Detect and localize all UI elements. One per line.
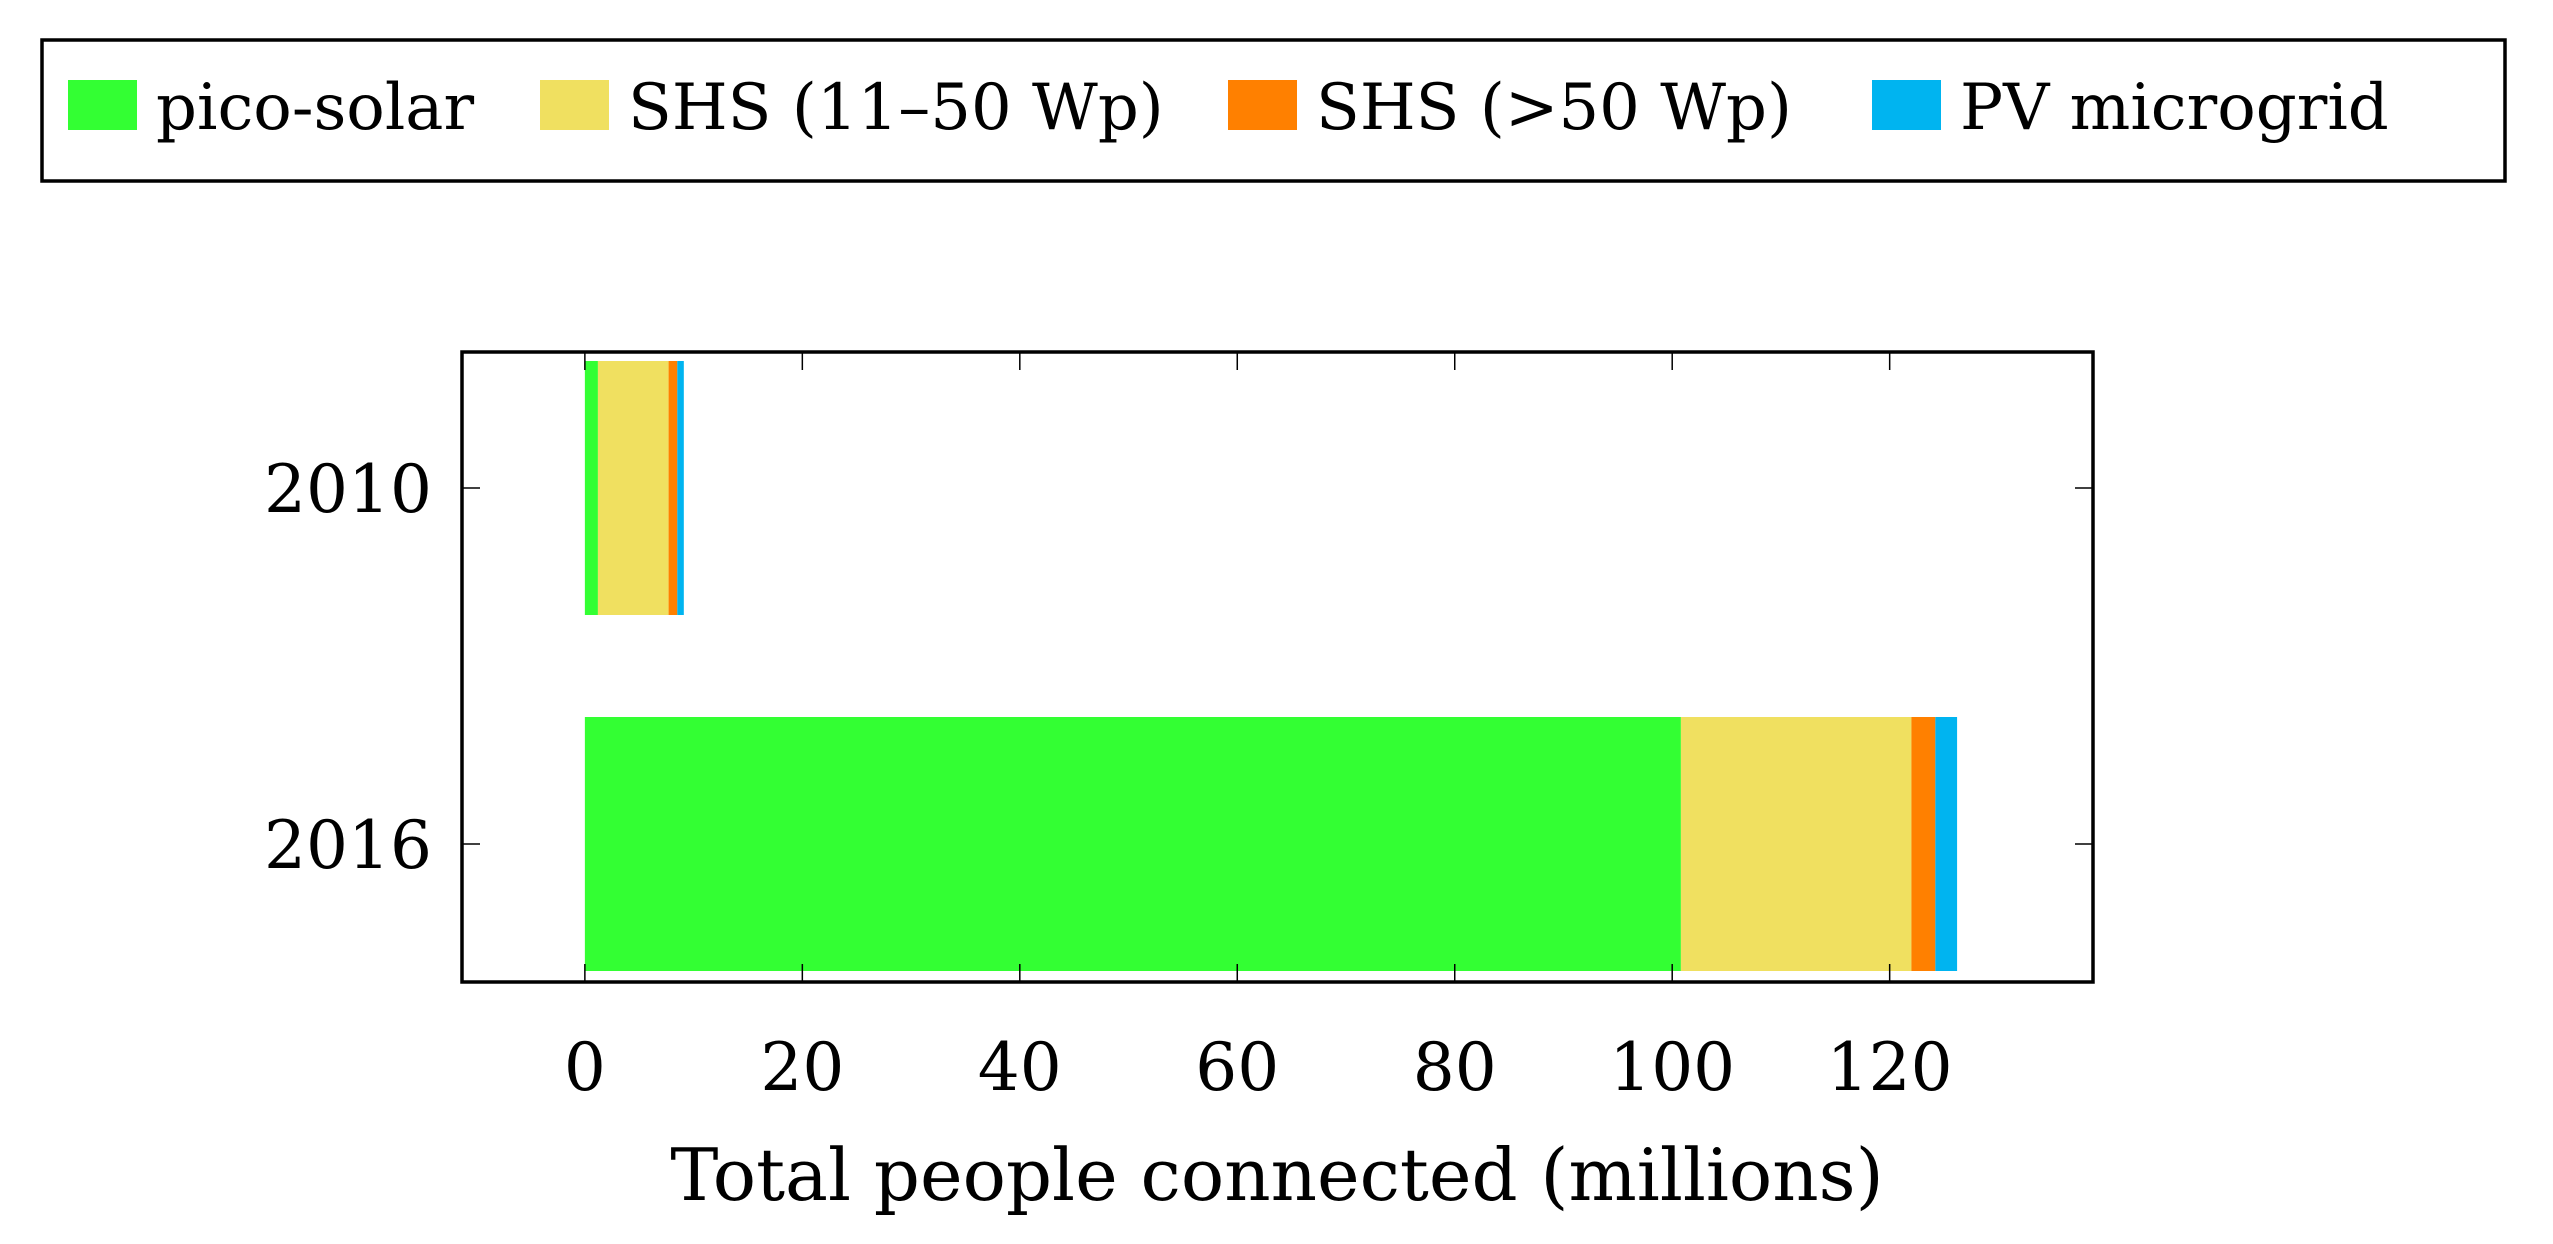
x-tick-label-100: 100 bbox=[1609, 1029, 1735, 1106]
legend-label-1: SHS (11–50 Wp) bbox=[628, 71, 1164, 145]
bar-2010-series-0 bbox=[584, 361, 598, 615]
bar-2016-series-1 bbox=[1680, 717, 1912, 971]
bar-2010-series-3 bbox=[677, 361, 684, 615]
bar-2016-series-0 bbox=[584, 717, 1681, 971]
bar-2016-series-2 bbox=[1911, 717, 1936, 971]
legend-swatch-1 bbox=[540, 80, 609, 130]
legend: pico-solar SHS (11–50 Wp) SHS (>50 Wp) PV m… bbox=[40, 38, 2507, 183]
x-tick-label-40: 40 bbox=[978, 1029, 1062, 1106]
x-tick-label-120: 120 bbox=[1827, 1029, 1953, 1106]
y-tick-label-2016: 2016 bbox=[264, 807, 432, 884]
y-tick-label-2010: 2010 bbox=[264, 451, 432, 528]
x-tick-label-0: 0 bbox=[564, 1029, 606, 1106]
bar-2016-series-3 bbox=[1935, 717, 1958, 971]
axes-frame bbox=[460, 350, 2095, 984]
x-tick-label-80: 80 bbox=[1413, 1029, 1497, 1106]
legend-label-3: PV microgrid bbox=[1960, 71, 2389, 145]
x-tick-label-60: 60 bbox=[1195, 1029, 1279, 1106]
legend-swatch-2 bbox=[1228, 80, 1297, 130]
legend-swatch-3 bbox=[1872, 80, 1941, 130]
plot-area: 0 20 40 60 80 100 120 2010 2016 bbox=[264, 350, 2095, 1106]
legend-label-0: pico-solar bbox=[156, 71, 474, 145]
legend-swatch-0 bbox=[68, 80, 137, 130]
legend-label-2: SHS (>50 Wp) bbox=[1316, 71, 1792, 145]
x-tick-label-20: 20 bbox=[760, 1029, 844, 1106]
bar-2010-series-1 bbox=[597, 361, 669, 615]
x-axis-label: Total people connected (millions) bbox=[670, 1133, 1883, 1217]
bar-2010-series-2 bbox=[668, 361, 678, 615]
